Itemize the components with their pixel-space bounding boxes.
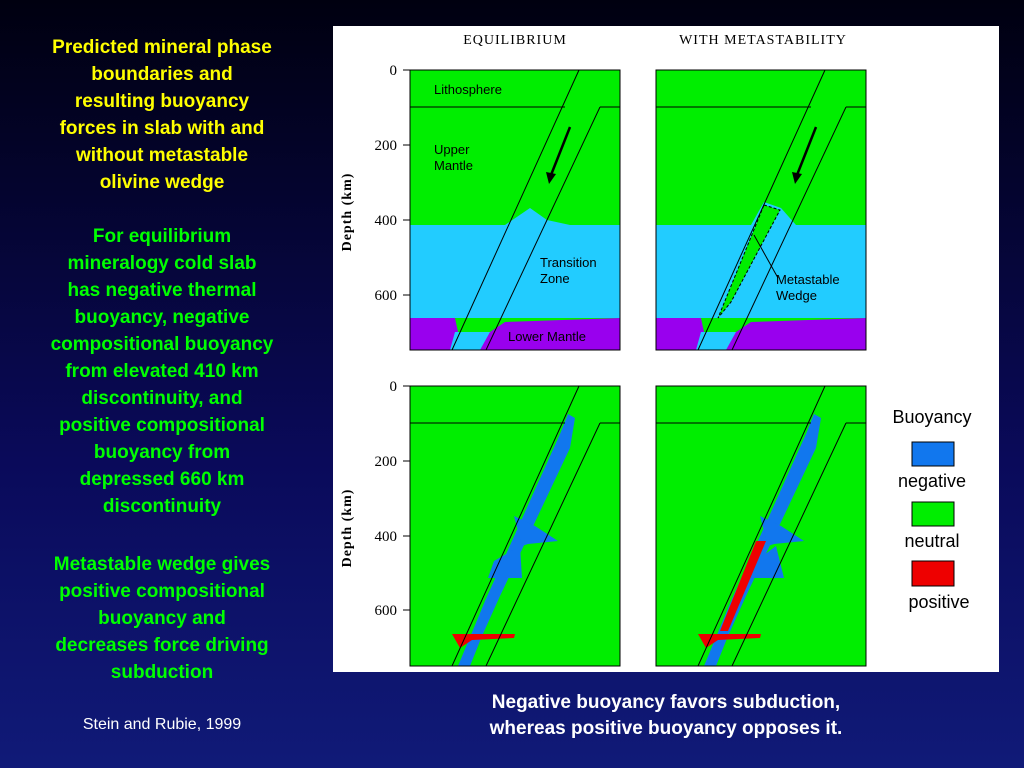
legend-item: neutral — [904, 531, 959, 551]
region-label: Metastable — [776, 272, 840, 287]
text-line: mineralogy cold slab — [67, 253, 257, 274]
text-line: whereas positive buoyancy opposes it. — [489, 718, 843, 739]
legend: Buoyancy negative neutral positive — [892, 407, 971, 612]
text-line: subduction — [110, 662, 214, 683]
text-line: resulting buoyancy — [74, 91, 250, 112]
tick-label: 0 — [390, 379, 398, 395]
tick-label: 200 — [375, 454, 398, 470]
text-line: from elevated 410 km — [65, 361, 259, 382]
panel: Lithosphere Upper Mantle Transition Zone… — [409, 69, 621, 351]
text-line: Negative buoyancy favors subduction, — [491, 692, 841, 713]
legend-swatch — [911, 501, 955, 527]
paragraph: For equilibrium mineralogy cold slab has… — [22, 223, 302, 520]
tick-label: 0 — [390, 63, 398, 79]
text-line: For equilibrium — [92, 226, 232, 247]
text-line: discontinuity, and — [81, 388, 243, 409]
axis-label: Depth (km) — [340, 489, 355, 568]
text-line: discontinuity — [102, 496, 222, 517]
heading: Predicted mineral phase boundaries and r… — [22, 34, 302, 196]
text-line: buoyancy and — [98, 608, 226, 629]
region-label: Mantle — [434, 158, 473, 173]
paragraph: Metastable wedge gives positive composit… — [22, 551, 302, 686]
region-label: Wedge — [776, 288, 817, 303]
region-label: Transition — [540, 255, 597, 270]
legend-swatch — [911, 441, 955, 467]
text-line: boundaries and — [91, 64, 233, 85]
region-label: Lithosphere — [434, 82, 502, 97]
column-title: EQUILIBRIUM — [463, 33, 567, 48]
region-label: Lower Mantle — [508, 329, 586, 344]
column-title: WITH METASTABILITY — [679, 33, 847, 48]
tick-label: 400 — [375, 213, 398, 229]
panel — [409, 385, 621, 667]
region-label: Upper — [434, 142, 470, 157]
tick-label: 600 — [375, 603, 398, 619]
region-label: Zone — [540, 271, 570, 286]
text-line: Metastable wedge gives — [53, 554, 271, 575]
figure: EQUILIBRIUM WITH METASTABILITY Lithosphe… — [333, 26, 999, 672]
text-line: buoyancy, negative — [74, 307, 250, 328]
credit: Stein and Rubie, 1999 — [82, 716, 242, 733]
text-line: Predicted mineral phase — [52, 37, 272, 58]
text-line: has negative thermal — [67, 280, 257, 301]
tick-label: 400 — [375, 529, 398, 545]
panel: Metastable Wedge — [655, 69, 867, 351]
text-line: positive compositional — [59, 581, 265, 602]
text-line: positive compositional — [59, 415, 265, 436]
caption: Negative buoyancy favors subduction, whe… — [333, 690, 999, 742]
text-line: olivine wedge — [99, 172, 225, 193]
panel — [655, 385, 867, 667]
text-line: forces in slab with and — [59, 118, 265, 139]
tick-label: 200 — [375, 138, 398, 154]
text-line: buoyancy from — [93, 442, 231, 463]
tick-marks — [403, 69, 410, 611]
text-line: depressed 660 km — [79, 469, 245, 490]
axis-label: Depth (km) — [340, 173, 355, 252]
tick-label: 600 — [375, 288, 398, 304]
legend-item: negative — [898, 471, 966, 491]
text-line: without metastable — [75, 145, 249, 166]
legend-item: positive — [908, 592, 969, 612]
text-line: decreases force driving — [55, 635, 269, 656]
legend-swatch — [911, 560, 955, 587]
text-line: compositional buoyancy — [50, 334, 274, 355]
legend-title: Buoyancy — [892, 407, 971, 427]
